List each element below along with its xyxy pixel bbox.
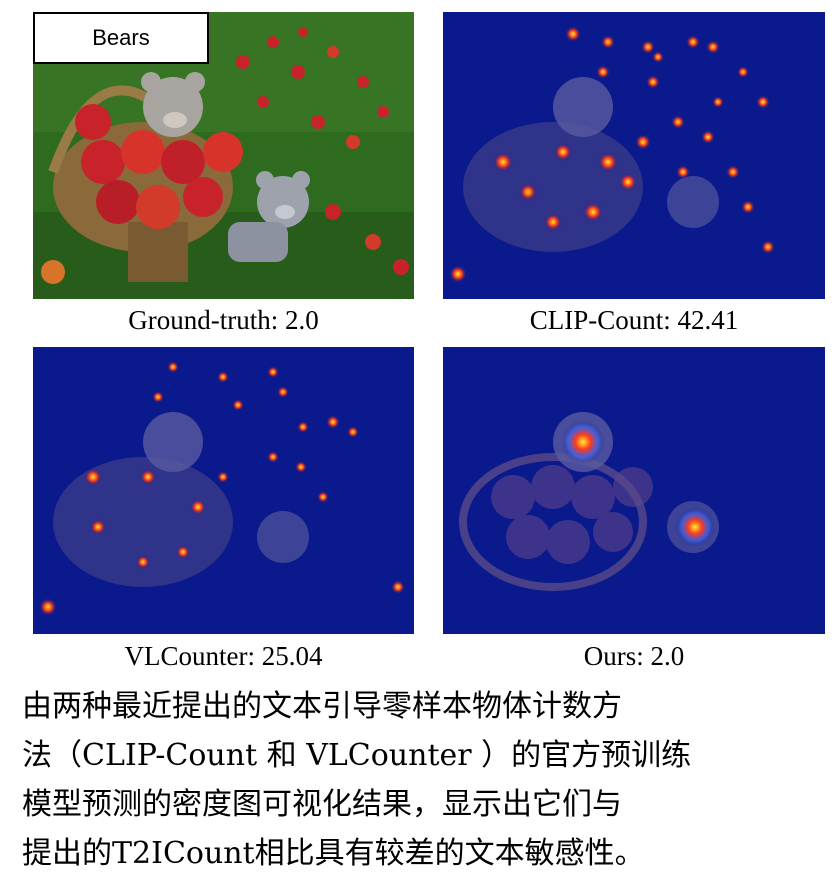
vlcounter-caption: VLCounter: 25.04 [124,641,323,671]
vlcounter-density-map [33,347,414,634]
clip-count-heatmap [443,12,825,299]
description-line: 由两种最近提出的文本引导零样本物体计数方 [22,689,622,724]
vlcounter-heatmap [33,347,414,634]
clip-count-caption: CLIP-Count: 42.41 [529,305,739,335]
description-line: 模型预测的密度图可视化结果，显示出它们与 [22,787,622,822]
description-line: 提出的T2ICount相比具有较差的文本敏感性。 [22,836,645,871]
clip-count-density-map [443,12,825,299]
figure-description: 由两种最近提出的文本引导零样本物体计数方 法（CLIP-Count 和 VLCo… [22,682,822,878]
photo-scene [33,12,414,299]
ours-heatmap [443,347,825,634]
ours-density-map [443,347,825,634]
ground-truth-caption: Ground-truth: 2.0 [128,305,319,335]
ours-caption: Ours: 2.0 [583,641,685,671]
ground-truth-image [33,12,414,299]
description-line: 法（CLIP-Count 和 VLCounter ）的官方预训练 [22,738,692,773]
query-label: Bears [33,12,209,64]
